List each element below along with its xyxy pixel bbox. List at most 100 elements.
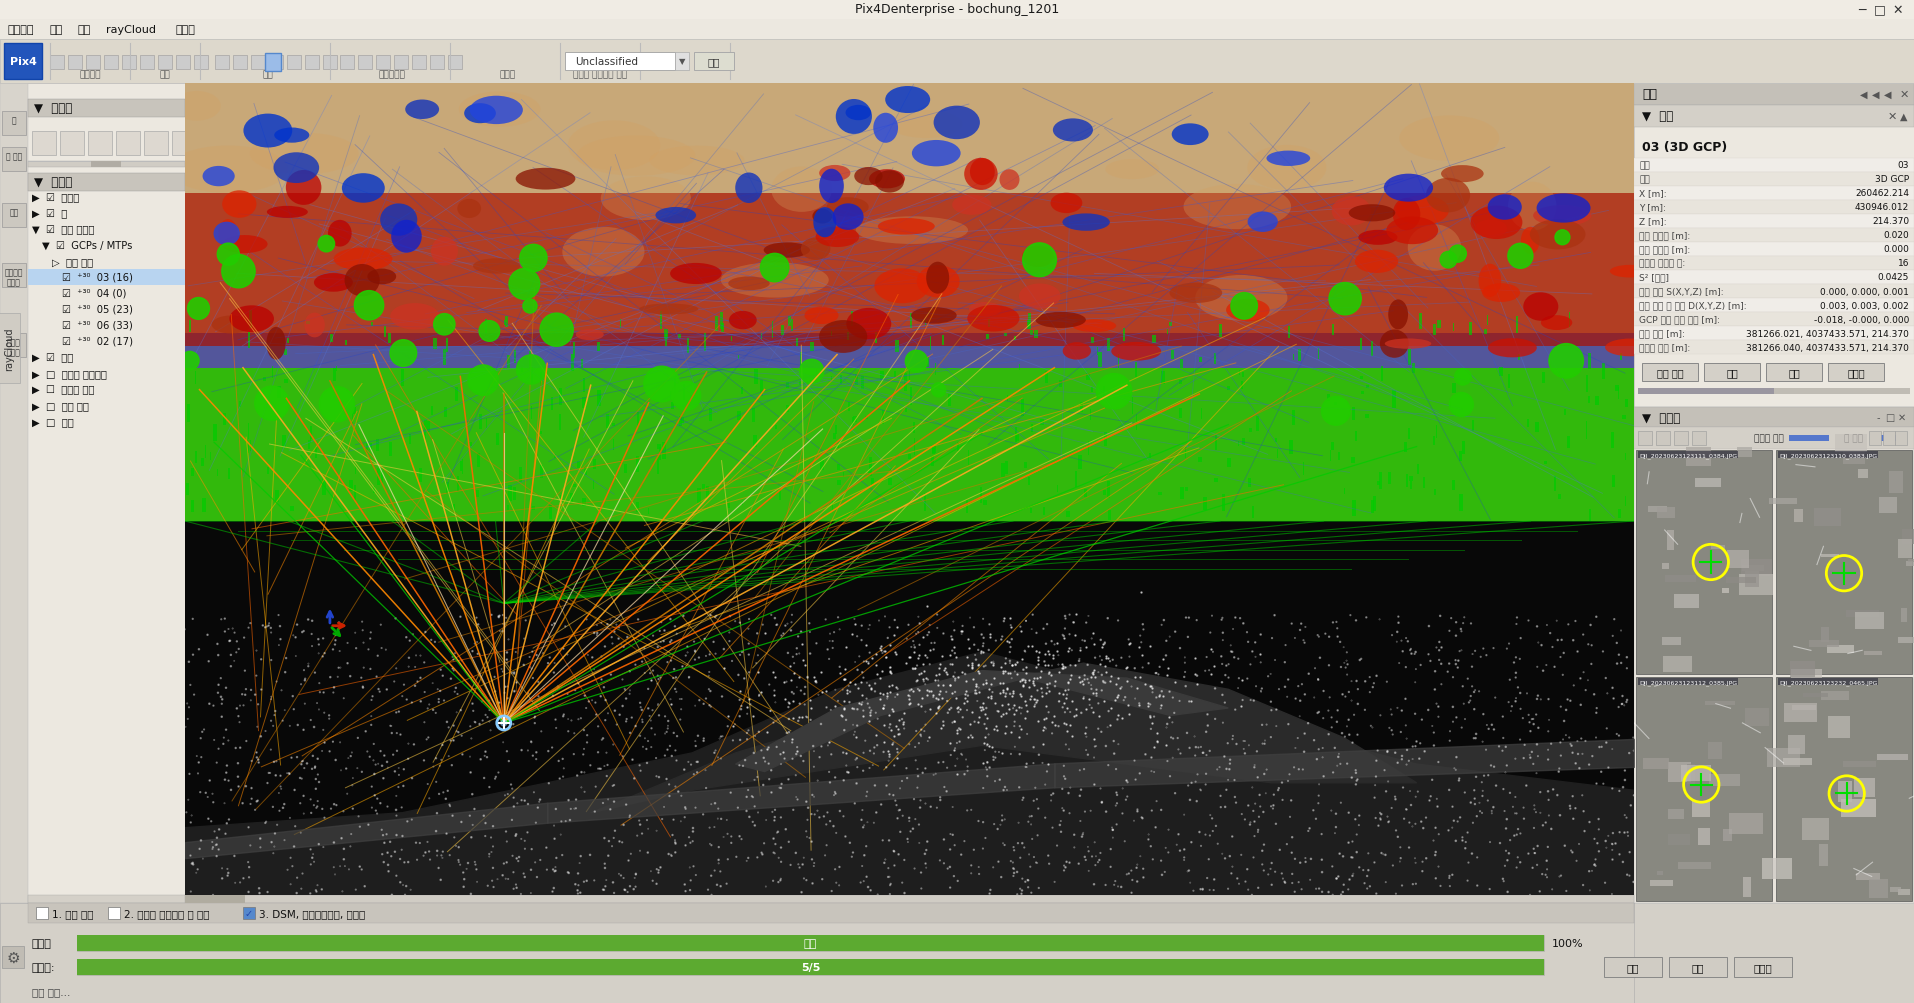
Point (1093, 703, 1124, 719)
Point (369, 855, 400, 871)
Point (658, 670, 689, 686)
Point (1338, 868, 1369, 884)
Point (880, 792, 911, 808)
Bar (1150, 454, 1152, 458)
Point (1154, 709, 1185, 725)
Point (913, 627, 944, 643)
Point (427, 848, 457, 864)
Point (212, 621, 243, 637)
Point (970, 675, 1001, 691)
Bar (754, 370, 758, 385)
Point (838, 611, 869, 627)
Point (1238, 828, 1269, 845)
Bar (1361, 392, 1365, 395)
Point (879, 787, 909, 803)
Point (1018, 673, 1049, 689)
Point (544, 770, 574, 786)
Point (988, 684, 1018, 700)
Point (1124, 697, 1154, 713)
Point (1037, 647, 1068, 663)
Point (972, 736, 1003, 752)
Text: ✕: ✕ (1893, 3, 1903, 16)
Point (635, 713, 666, 729)
Point (894, 696, 924, 712)
Point (704, 731, 735, 747)
Point (1457, 616, 1487, 632)
Point (1068, 824, 1099, 841)
Point (1125, 809, 1156, 825)
Point (256, 652, 287, 668)
Point (1334, 712, 1365, 728)
Point (1332, 645, 1363, 661)
Point (392, 855, 423, 871)
Point (1591, 875, 1621, 891)
Point (1455, 688, 1485, 704)
Point (769, 733, 800, 749)
Point (921, 799, 951, 815)
Point (1102, 736, 1133, 752)
Point (702, 800, 733, 816)
Point (769, 674, 800, 690)
Point (429, 693, 459, 709)
Point (701, 646, 731, 662)
Point (880, 718, 911, 734)
Point (760, 812, 790, 828)
Point (1292, 715, 1323, 731)
Point (1035, 634, 1066, 650)
Point (381, 827, 412, 844)
Point (988, 665, 1018, 681)
Bar (1635, 187, 1914, 201)
Point (850, 848, 880, 864)
Point (553, 686, 584, 702)
Point (643, 769, 674, 785)
Point (434, 848, 465, 864)
Point (701, 795, 731, 811)
Point (940, 623, 970, 639)
Point (1558, 845, 1589, 861)
Point (1087, 794, 1118, 810)
Point (1139, 764, 1169, 780)
Point (1227, 847, 1257, 863)
Point (310, 735, 341, 751)
Point (859, 745, 890, 761)
Point (459, 636, 490, 652)
Point (318, 734, 348, 750)
Point (1319, 764, 1349, 780)
Point (1055, 704, 1085, 720)
Point (609, 681, 639, 697)
Point (469, 770, 500, 786)
Ellipse shape (875, 269, 930, 304)
Bar (1899, 889, 1910, 895)
Point (806, 738, 836, 754)
Bar (1636, 450, 1772, 674)
Point (1097, 822, 1127, 839)
Point (591, 757, 622, 773)
Point (706, 751, 737, 767)
Bar (1338, 452, 1340, 461)
Point (1307, 749, 1338, 765)
Point (628, 712, 658, 728)
Bar (716, 316, 718, 332)
Bar (551, 397, 553, 410)
Point (630, 730, 660, 746)
Point (521, 814, 551, 830)
Point (1426, 676, 1457, 692)
Point (304, 774, 335, 790)
Point (434, 798, 465, 814)
Point (901, 626, 932, 642)
Point (1022, 625, 1053, 641)
Point (660, 742, 691, 758)
Point (314, 743, 345, 759)
Point (779, 665, 810, 681)
Point (1340, 776, 1370, 792)
Circle shape (1439, 252, 1457, 269)
Point (498, 716, 528, 732)
Point (1175, 834, 1206, 851)
Point (1573, 864, 1604, 880)
Point (1550, 838, 1581, 854)
Circle shape (1022, 244, 1057, 278)
Ellipse shape (212, 316, 251, 334)
Point (777, 802, 808, 818)
Point (1493, 884, 1524, 900)
Text: 2. 포인트 클라우드 및 해어: 2. 포인트 클라우드 및 해어 (124, 908, 209, 918)
